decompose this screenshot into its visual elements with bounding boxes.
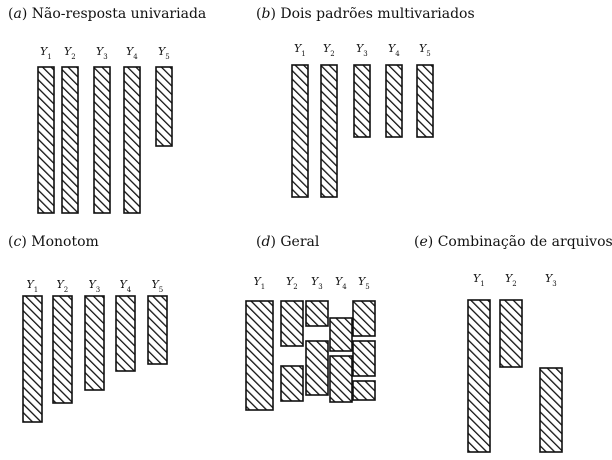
panel-b-var-label-1: Y1 (294, 42, 306, 58)
panel-c-observed-block-y4-1 (115, 295, 136, 372)
panel-e-var-label-3: Y3 (545, 272, 557, 288)
panel-e-var-label-1: Y1 (473, 272, 485, 288)
panel-a-title: (a) Não-resposta univariada (8, 6, 207, 22)
panel-d-observed-block-y4-1 (329, 317, 353, 352)
panel-d-observed-block-y3-2 (305, 340, 329, 396)
panel-d-observed-block-y5-1 (352, 300, 376, 337)
panel-c-var-label-3: Y3 (89, 278, 101, 294)
panel-d-observed-block-y4-2 (329, 355, 353, 403)
panel-b-observed-block-y4-1 (385, 64, 403, 138)
panel-e-var-label-2: Y2 (505, 272, 517, 288)
panel-d-observed-block-y2-1 (280, 300, 304, 347)
panel-b-observed-block-y1-1 (291, 64, 309, 198)
panel-d-title: (d) Geral (256, 234, 320, 250)
panel-a-var-label-2: Y2 (64, 45, 76, 61)
panel-d-observed-block-y1-1 (245, 300, 274, 411)
panel-d-var-label-2: Y2 (286, 275, 298, 291)
panel-c-observed-block-y1-1 (22, 295, 43, 423)
panel-b-title-text: Dois padrões multivariados (280, 6, 475, 22)
panel-c-var-label-4: Y4 (120, 278, 132, 294)
panel-a-observed-block-y1-1 (37, 66, 55, 214)
panel-a-title-text: Não-resposta univariada (31, 6, 207, 22)
panel-d-title-text: Geral (280, 234, 320, 250)
panel-b-var-label-3: Y3 (356, 42, 368, 58)
panel-b-var-label-5: Y5 (419, 42, 431, 58)
panel-a-observed-block-y5-1 (155, 66, 173, 147)
panel-a-observed-block-y4-1 (123, 66, 141, 214)
panel-b-var-label-2: Y2 (323, 42, 335, 58)
panel-a-observed-block-y2-1 (61, 66, 79, 214)
panel-e-letter: e (419, 234, 428, 250)
panel-c-var-label-5: Y5 (152, 278, 164, 294)
panel-a-var-label-5: Y5 (158, 45, 170, 61)
panel-d-var-label-3: Y3 (311, 275, 323, 291)
panel-d-observed-block-y3-1 (305, 300, 329, 327)
panel-a-var-label-4: Y4 (126, 45, 138, 61)
panel-b-letter: b (261, 6, 271, 22)
panel-a-observed-block-y3-1 (93, 66, 111, 214)
panel-b-title: (b) Dois padrões multivariados (256, 6, 475, 22)
panel-c-letter: c (13, 234, 22, 250)
panel-d-letter: d (261, 234, 271, 250)
panel-d-var-label-1: Y1 (254, 275, 266, 291)
panel-b-observed-block-y5-1 (416, 64, 434, 138)
panel-c-observed-block-y2-1 (52, 295, 73, 404)
panel-d-var-label-5: Y5 (358, 275, 370, 291)
panel-c-title: (c) Monotom (8, 234, 99, 250)
panel-e-observed-block-y2-1 (499, 299, 523, 368)
panel-c-var-label-1: Y1 (27, 278, 39, 294)
panel-c-var-label-2: Y2 (57, 278, 69, 294)
panel-c-observed-block-y3-1 (84, 295, 105, 391)
panel-a-var-label-3: Y3 (96, 45, 108, 61)
panel-e-observed-block-y3-1 (539, 367, 563, 453)
panel-d-var-label-4: Y4 (335, 275, 347, 291)
panel-e-title: (e) Combinação de arquivos (414, 234, 612, 250)
panel-b-var-label-4: Y4 (388, 42, 400, 58)
panel-c-observed-block-y5-1 (147, 295, 168, 365)
panel-e-observed-block-y1-1 (467, 299, 491, 453)
panel-b-observed-block-y3-1 (353, 64, 371, 138)
panel-d-observed-block-y2-2 (280, 365, 304, 402)
panel-d-observed-block-y5-2 (352, 340, 376, 377)
panel-b-observed-block-y2-1 (320, 64, 338, 198)
panel-a-letter: a (13, 6, 22, 22)
panel-d-observed-block-y5-3 (352, 380, 376, 401)
panel-a-var-label-1: Y1 (40, 45, 52, 61)
panel-e-title-text: Combinação de arquivos (437, 234, 612, 250)
panel-c-title-text: Monotom (31, 234, 99, 250)
